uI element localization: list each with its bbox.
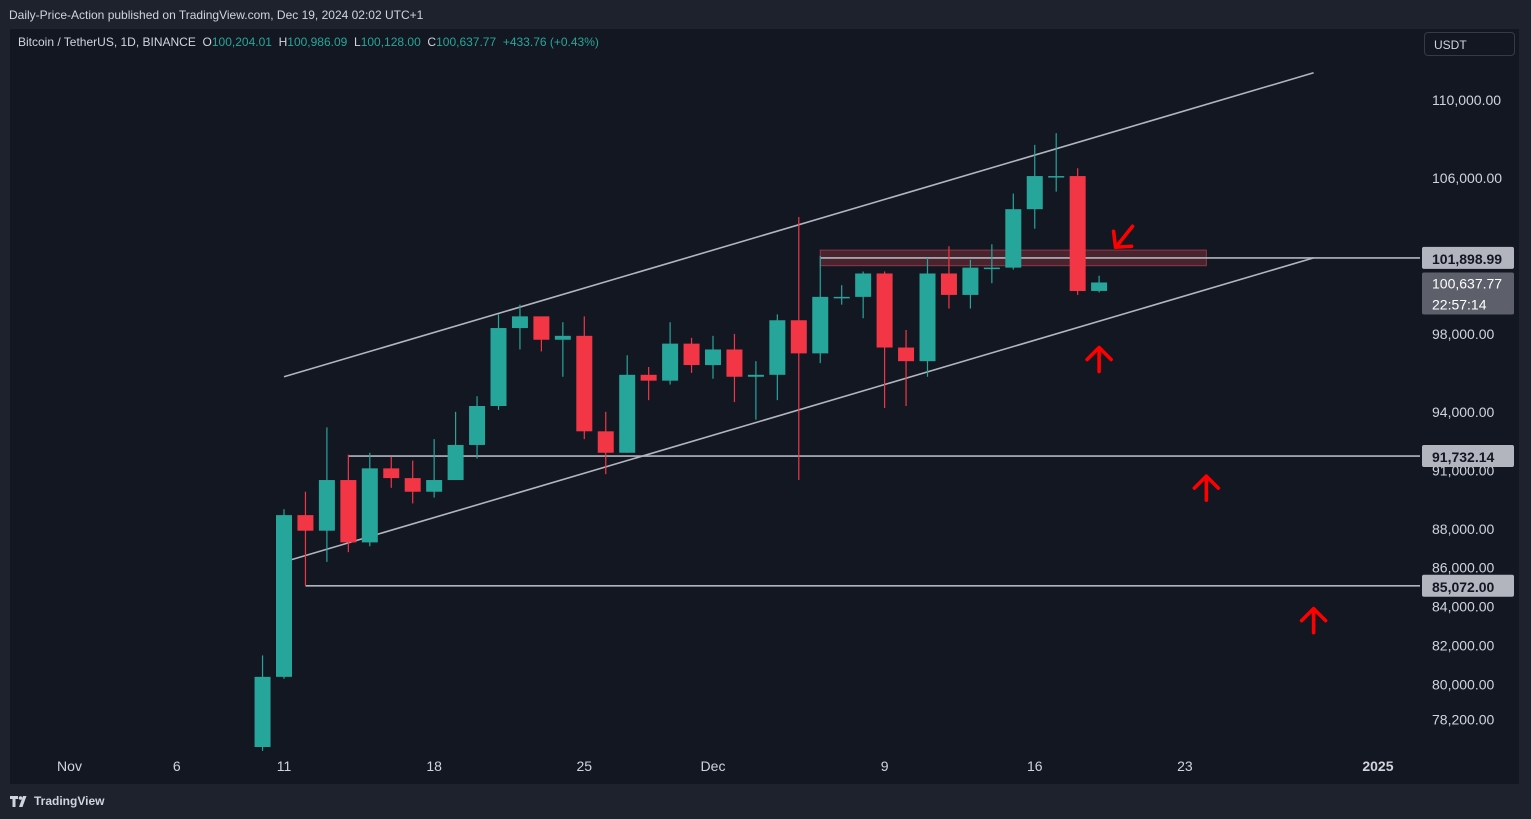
time-tick-label: Nov — [57, 758, 82, 774]
candle-body — [447, 444, 464, 481]
candle-body — [361, 468, 378, 543]
candle-body — [1069, 176, 1086, 292]
candle-body — [833, 296, 850, 299]
candle-body — [983, 267, 1000, 270]
candle-body — [576, 335, 593, 432]
publish-info: Daily-Price-Action published on TradingV… — [9, 8, 424, 22]
candle-body — [855, 273, 872, 297]
bottom-bar — [0, 785, 1531, 819]
price-level-badge-label: 101,898.99 — [1432, 251, 1502, 267]
price-tick-label: 84,000.00 — [1432, 599, 1494, 615]
high-value: 100,986.09 — [287, 35, 348, 49]
open-value: 100,204.01 — [211, 35, 272, 49]
top-bar — [0, 0, 1531, 28]
candle-body — [919, 273, 936, 362]
candle-body — [490, 328, 507, 406]
high-label: H — [278, 35, 288, 49]
last-price-label: 100,637.77 — [1432, 275, 1502, 291]
candle-body — [554, 335, 571, 340]
price-tick-label: 98,000.00 — [1432, 326, 1494, 342]
brand-name: TradingView — [34, 794, 105, 808]
price-tick-label: 94,000.00 — [1432, 404, 1494, 420]
close-label: C — [427, 35, 437, 49]
price-tick-label: 80,000.00 — [1432, 677, 1494, 693]
time-tick-label: 18 — [426, 758, 442, 774]
price-tick-label: 78,200.00 — [1432, 712, 1494, 728]
candle-body — [254, 676, 271, 747]
candle-body — [705, 349, 721, 366]
arrow-up-icon — [1299, 606, 1328, 635]
candle-body — [769, 320, 786, 375]
price-tick-label: 106,000.00 — [1432, 170, 1502, 186]
candle-body — [962, 267, 979, 295]
chart-panel[interactable] — [10, 29, 1519, 784]
candle-body — [726, 349, 743, 377]
time-tick-label: 11 — [277, 758, 292, 774]
candle-body — [276, 515, 292, 677]
candle-body — [1026, 176, 1043, 210]
price-tick-label: 88,000.00 — [1432, 521, 1494, 537]
candle-body — [297, 515, 314, 531]
time-tick-label: 16 — [1027, 758, 1043, 774]
candle-body — [940, 273, 957, 295]
candle-body — [619, 374, 636, 453]
candle-body — [1005, 209, 1022, 268]
candle-body — [898, 347, 915, 362]
arrow-up-icon — [1192, 474, 1221, 502]
price-tick-label: 86,000.00 — [1432, 560, 1494, 576]
candle-body — [1048, 176, 1065, 178]
time-tick-label: 2025 — [1362, 758, 1393, 774]
candle-body — [812, 296, 829, 354]
candle-body — [383, 468, 400, 479]
candle-body — [426, 480, 443, 492]
candle-body — [1091, 282, 1108, 291]
time-tick-label: 25 — [577, 758, 593, 774]
open-label: O — [202, 35, 212, 49]
price-level-badge — [1422, 445, 1514, 468]
tradingview-brand: TradingView — [10, 794, 104, 808]
candle-body — [876, 273, 893, 348]
symbol-legend: Bitcoin / TetherUS, 1D, BINANCE O100,204… — [18, 35, 599, 49]
candle-body — [662, 343, 679, 381]
low-label: L — [354, 35, 361, 49]
candle-body — [340, 480, 357, 543]
candle-body — [318, 480, 335, 531]
candle-body — [404, 478, 421, 492]
price-level-badge — [1422, 246, 1514, 269]
countdown-label: 22:57:14 — [1432, 296, 1487, 312]
candle-body — [640, 374, 657, 381]
arrow-up-icon — [1085, 345, 1113, 374]
price-tick-label: 82,000.00 — [1432, 638, 1494, 654]
close-value: 100,637.77 — [436, 35, 497, 49]
last-price-badge — [1422, 272, 1514, 315]
time-tick-label: 9 — [881, 758, 889, 774]
price-level-badge-label: 85,072.00 — [1432, 579, 1494, 595]
time-tick-label: 23 — [1177, 758, 1193, 774]
tradingview-logo-icon — [10, 796, 27, 807]
price-tick-label: 110,000.00 — [1432, 92, 1501, 108]
candle-body — [511, 316, 528, 329]
candle-body — [790, 320, 807, 354]
candle-body — [683, 343, 700, 366]
time-tick-label: Dec — [701, 758, 726, 774]
price-level-badge-label: 91,732.14 — [1432, 449, 1494, 465]
arrow-down-left-icon — [1111, 224, 1135, 250]
candle-body — [533, 316, 550, 340]
change-value: +433.76 (+0.43%) — [502, 35, 599, 49]
candle-body — [597, 431, 614, 453]
currency-selector[interactable]: USDT — [1424, 32, 1515, 56]
candle-body — [469, 405, 486, 445]
candle-body — [747, 374, 764, 377]
symbol-name: Bitcoin / TetherUS, 1D, BINANCE — [18, 35, 196, 49]
low-value: 100,128.00 — [360, 35, 421, 49]
price-level-badge — [1422, 574, 1514, 597]
time-tick-label: 6 — [173, 758, 181, 774]
